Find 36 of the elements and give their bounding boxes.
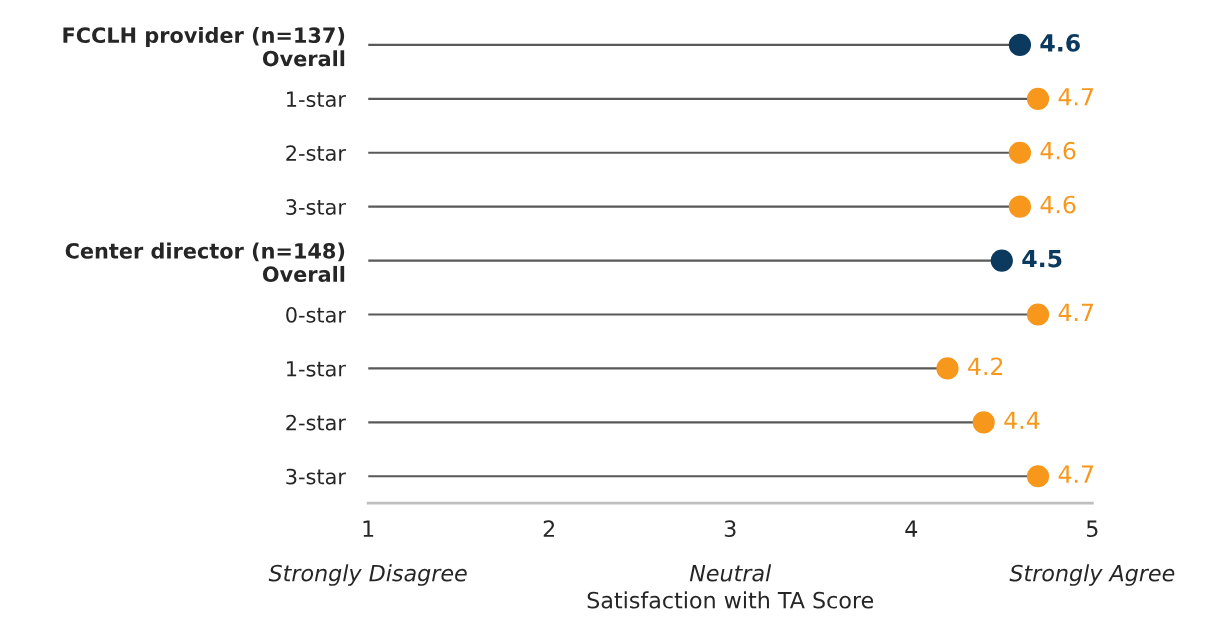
- point: [936, 357, 959, 380]
- text: Strongly Disagree: [268, 564, 467, 586]
- point: [1026, 465, 1050, 488]
- text: Neutral: [689, 564, 772, 582]
- x-axis-title: Satisfaction with TA Score: [587, 591, 874, 609]
- data-label: 4.4: [1004, 411, 1040, 429]
- data-label: 4.7: [1058, 303, 1093, 322]
- data-label: 4.5: [1022, 249, 1062, 268]
- y-tick-label: 2-star: [286, 414, 346, 431]
- y-tick-label: FCCLH provider (n=137) Overall: [63, 26, 345, 67]
- y-tick-label: 2-star: [286, 145, 346, 161]
- y-tick-label: 3-star: [286, 468, 346, 485]
- y-tick-label: 3-star: [286, 199, 346, 215]
- data-label: 4.6: [1040, 33, 1080, 52]
- data-label: 4.2: [968, 357, 1003, 375]
- data-label: 4.6: [1040, 141, 1076, 160]
- x-tick-label: 5: [1086, 520, 1098, 538]
- x-tick-label: 4: [905, 520, 918, 537]
- y-tick-label: Center director (n=148) Overall: [65, 242, 345, 283]
- point: [1008, 33, 1032, 57]
- point: [1026, 87, 1050, 110]
- data-label: 4.7: [1058, 88, 1093, 106]
- x-tick-label: 3: [724, 520, 736, 538]
- x-tick-label: 2: [543, 520, 555, 537]
- point: [1026, 303, 1050, 326]
- x-tick-label: 1: [363, 520, 374, 537]
- text: Strongly Agree: [1009, 564, 1175, 586]
- point: [990, 249, 1013, 272]
- point: [972, 411, 995, 434]
- data-label: 4.6: [1040, 195, 1076, 214]
- y-tick-label: 1-star: [287, 91, 346, 108]
- point: [1008, 195, 1032, 218]
- data-label: 4.7: [1058, 465, 1093, 483]
- point: [1008, 141, 1032, 164]
- y-tick-label: 0-star: [286, 306, 346, 323]
- y-tick-label: 1-star: [287, 361, 346, 377]
